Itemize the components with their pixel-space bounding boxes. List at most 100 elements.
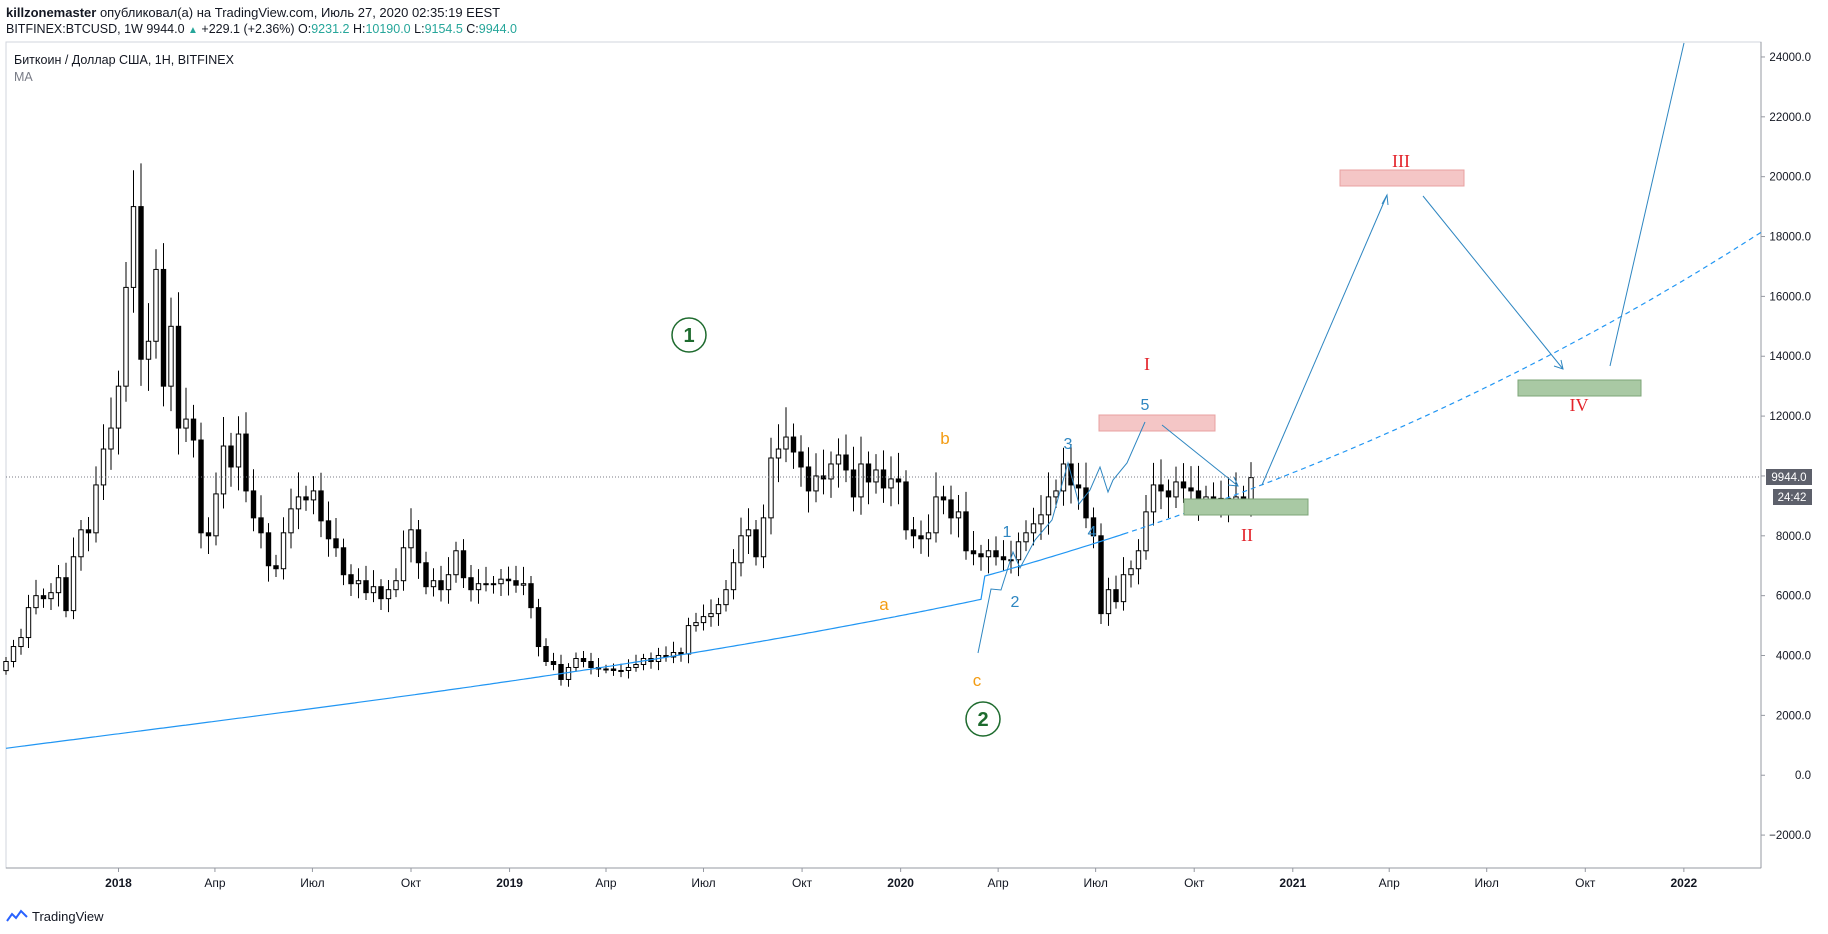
candle-body	[288, 508, 294, 534]
candle-body	[235, 433, 242, 468]
x-tick-label: Июл	[1083, 876, 1107, 890]
candle-body	[618, 669, 624, 672]
x-tick-label: Окт	[1575, 876, 1596, 890]
candle-body	[1150, 484, 1157, 513]
wave-c-label: c	[973, 671, 982, 690]
low-label: L:	[414, 22, 425, 36]
x-tick-label: 2021	[1279, 876, 1306, 890]
indicator-label[interactable]: MA	[14, 70, 33, 84]
candle-body	[1053, 490, 1059, 498]
candle-body	[108, 427, 114, 450]
candle-body	[160, 268, 167, 387]
candle-body	[265, 532, 272, 567]
x-tick-label: Июл	[1475, 876, 1499, 890]
change-value: +229.1 (+2.36%)	[201, 22, 295, 36]
candle-body	[445, 574, 452, 591]
x-tick-label: Июл	[300, 876, 324, 890]
candle-body	[775, 448, 782, 459]
candle-body	[573, 658, 579, 668]
x-tick-label: Окт	[401, 876, 422, 890]
candle-body	[565, 666, 572, 680]
candle-body	[348, 574, 354, 585]
candle-body	[745, 529, 752, 537]
candle-body	[520, 583, 527, 586]
x-tick-label: 2022	[1671, 876, 1698, 890]
candle-body	[888, 478, 894, 489]
candle-body	[273, 565, 279, 570]
candle-body	[93, 484, 99, 534]
candle-body	[828, 463, 834, 480]
y-tick-label: 2000.0	[1776, 710, 1811, 722]
author-name[interactable]: killzonemaster	[6, 5, 97, 20]
candle-body	[843, 454, 849, 471]
candle-body	[693, 622, 699, 627]
candle-body	[850, 469, 857, 498]
candle-body	[48, 592, 54, 600]
ma-line	[5, 533, 1124, 749]
candle-body	[933, 496, 939, 534]
candle-body	[438, 580, 444, 591]
candle-body	[175, 325, 182, 429]
candle-body	[550, 661, 557, 665]
candle-body	[835, 454, 842, 465]
candle-body	[400, 547, 407, 582]
candle-body	[723, 589, 729, 606]
price-tag-text: 9944.0	[1771, 472, 1806, 484]
candle-body	[145, 340, 152, 360]
candle-body	[1030, 523, 1037, 534]
candle-body	[1135, 550, 1142, 570]
y-tick-label: 12000.0	[1769, 411, 1811, 423]
footer-branding[interactable]: TradingView	[6, 906, 104, 926]
candle-body	[250, 490, 257, 519]
wave-I-label: I	[1144, 354, 1150, 374]
price-axis[interactable]: −2000.0 0.0 2000.0 4000.0 6000.0 8000.0 12000.…	[1761, 52, 1811, 842]
candle-body	[153, 268, 159, 342]
candle-body	[970, 550, 977, 555]
ma-projection	[1123, 231, 1762, 535]
chart-header: killzonemaster опубликовал(а) на Trading…	[0, 0, 1828, 42]
subwave-2-label: 2	[1011, 594, 1020, 611]
candle-body	[100, 448, 107, 486]
candle-body	[483, 583, 489, 586]
y-tick-label: 14000.0	[1769, 351, 1811, 363]
candle-body	[318, 490, 324, 522]
time-axis[interactable]: 2018 Апр Июл Окт 2019 Апр Июл Окт 2020 Апр Июл Окт 2…	[105, 868, 1698, 890]
candle-body	[25, 607, 32, 639]
subwave-3-label: 3	[1064, 436, 1073, 453]
candle-body	[903, 481, 909, 531]
candle-body	[963, 511, 969, 552]
candle-body	[430, 580, 437, 588]
x-tick-label: 2020	[887, 876, 914, 890]
candle-body	[220, 445, 227, 495]
candle-body	[858, 463, 864, 498]
publish-info: опубликовал(а) на TradingView.com, Июль …	[99, 5, 501, 20]
candle-body	[340, 547, 347, 576]
candle-body	[768, 457, 774, 519]
y-tick-label: −2000.0	[1769, 830, 1811, 842]
candle-body	[910, 529, 917, 537]
y-tick-label: 20000.0	[1769, 172, 1811, 184]
y-tick-label: 0.0	[1795, 770, 1811, 782]
candle-body	[535, 607, 542, 648]
brand-name: TradingView	[32, 908, 104, 924]
candle-body	[633, 663, 639, 668]
candle-body	[730, 562, 737, 591]
arrow-IV-to-V	[1609, 42, 1685, 367]
wave-1-label: 1	[683, 325, 694, 347]
candle-body	[625, 666, 632, 671]
candle-body	[123, 286, 129, 387]
candle-body	[685, 625, 692, 655]
candle-body	[1045, 496, 1052, 516]
candle-body	[453, 550, 459, 576]
candle-body	[948, 499, 954, 519]
chart-legend-title: Биткоин / Доллар США, 1Н, BITFINEX	[14, 53, 235, 67]
candle-body	[798, 451, 804, 468]
candle-body	[18, 637, 24, 648]
candle-body	[700, 616, 707, 624]
price-tag[interactable]: 9944.0 24:42	[1766, 469, 1812, 505]
wave-III-label: III	[1392, 151, 1410, 171]
price-tag-bg	[1766, 469, 1812, 485]
candle-body	[955, 511, 962, 519]
symbol-label[interactable]: BITFINEX:BTCUSD, 1W	[6, 22, 143, 36]
